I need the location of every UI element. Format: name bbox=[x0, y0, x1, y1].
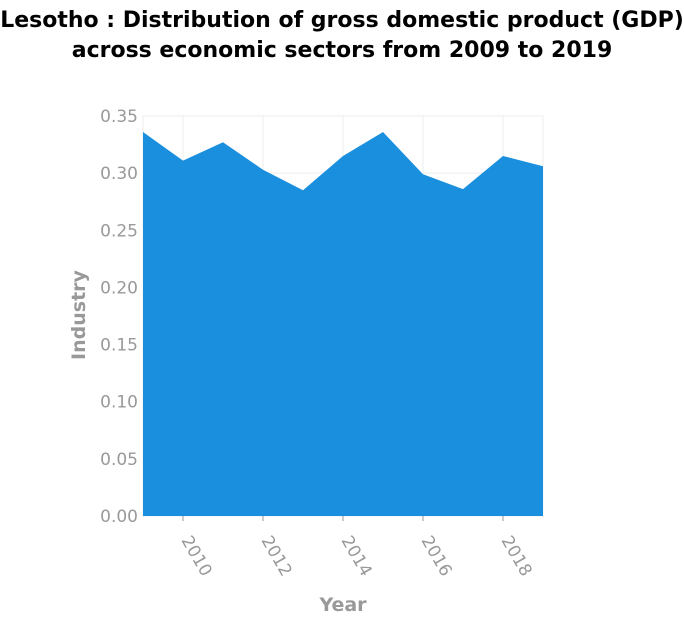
x-tick-label: 2018 bbox=[497, 533, 536, 580]
y-tick-label: 0.05 bbox=[100, 450, 138, 470]
chart-title: Lesotho : Distribution of gross domestic… bbox=[0, 8, 684, 63]
y-tick-label: 0.25 bbox=[100, 221, 138, 241]
y-tick-label: 0.00 bbox=[100, 507, 138, 527]
x-tick-label: 2016 bbox=[417, 533, 456, 580]
y-tick-label: 0.10 bbox=[100, 393, 138, 413]
y-axis-ticks: 0.00 0.05 0.10 0.15 0.20 0.25 0.30 0.35 bbox=[100, 107, 138, 527]
x-axis-label: Year bbox=[318, 594, 367, 616]
y-tick-label: 0.30 bbox=[100, 164, 138, 184]
x-tick-label: 2012 bbox=[257, 533, 296, 580]
x-axis-ticks: 2010 2012 2014 2016 2018 bbox=[177, 516, 536, 580]
x-tick-label: 2014 bbox=[337, 533, 376, 580]
area-series bbox=[143, 132, 543, 516]
y-tick-label: 0.35 bbox=[100, 107, 138, 127]
x-tick-label: 2010 bbox=[177, 533, 216, 580]
y-tick-label: 0.15 bbox=[100, 336, 138, 356]
y-tick-label: 0.20 bbox=[100, 278, 138, 298]
y-axis-label: Industry bbox=[68, 269, 90, 359]
